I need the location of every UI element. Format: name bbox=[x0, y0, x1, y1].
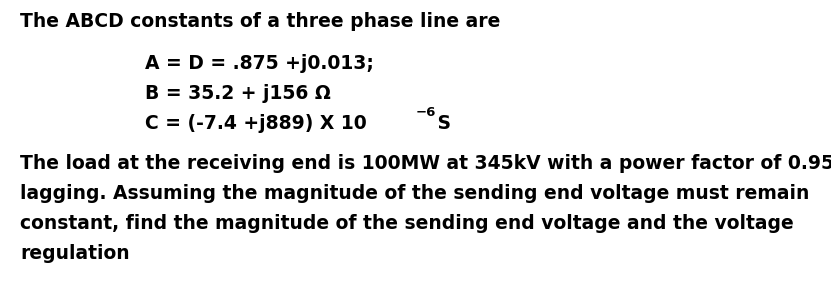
Text: S: S bbox=[431, 114, 451, 133]
Text: The load at the receiving end is 100MW at 345kV with a power factor of 0.95: The load at the receiving end is 100MW a… bbox=[20, 154, 831, 173]
Text: B = 35.2 + j156 Ω: B = 35.2 + j156 Ω bbox=[145, 84, 331, 103]
Text: −6: −6 bbox=[416, 106, 436, 119]
Text: The ABCD constants of a three phase line are: The ABCD constants of a three phase line… bbox=[20, 12, 500, 31]
Text: A = D = .875 +j0.013;: A = D = .875 +j0.013; bbox=[145, 54, 374, 73]
Text: regulation: regulation bbox=[20, 244, 130, 263]
Text: constant, find the magnitude of the sending end voltage and the voltage: constant, find the magnitude of the send… bbox=[20, 214, 794, 233]
Text: lagging. Assuming the magnitude of the sending end voltage must remain: lagging. Assuming the magnitude of the s… bbox=[20, 184, 809, 203]
Text: C = (-7.4 +j889) X 10: C = (-7.4 +j889) X 10 bbox=[145, 114, 366, 133]
